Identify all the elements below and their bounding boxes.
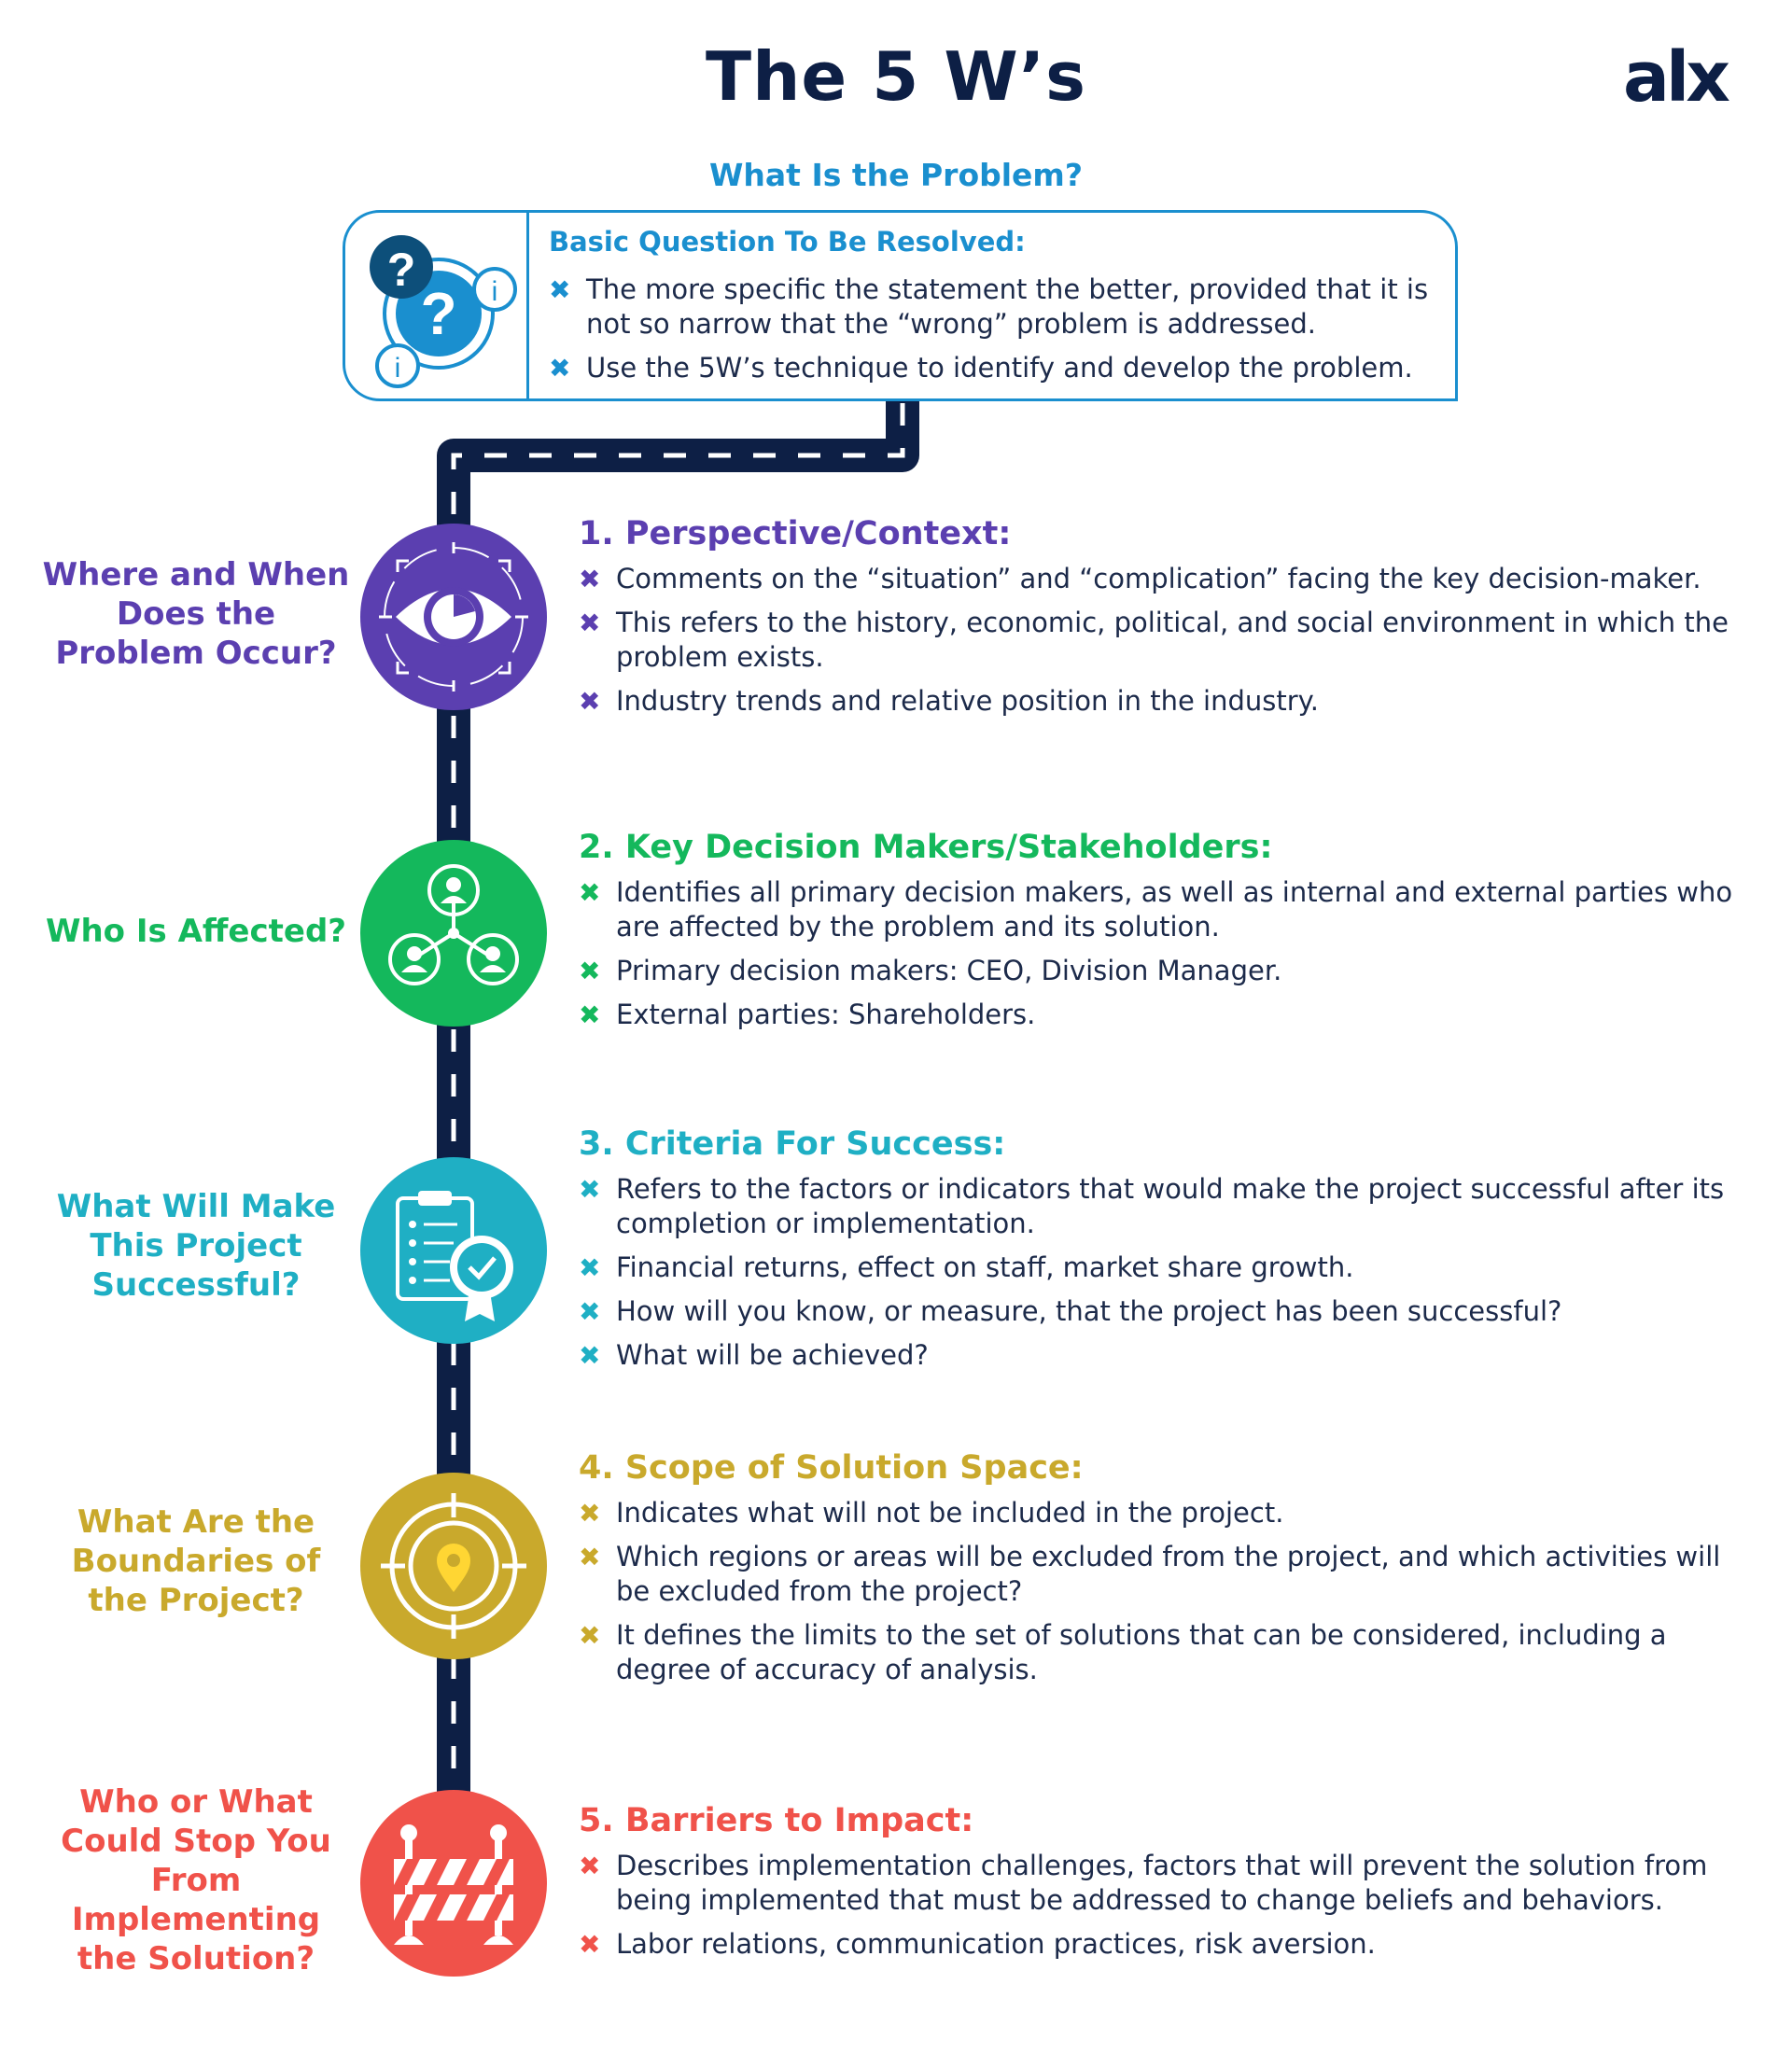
- x-bullet-icon: ✖: [579, 686, 601, 717]
- problem-divider: [526, 213, 529, 398]
- step-1-section: 1. Perspective/Context: ✖ Comments on the…: [579, 515, 1755, 728]
- step-1-bullet: ✖ Industry trends and relative position i…: [579, 685, 1319, 717]
- target-pin-icon: [360, 1473, 547, 1659]
- step-4-title: 4. Scope of Solution Space:: [579, 1449, 1084, 1487]
- step-2-question: Who Is Affected?: [45, 913, 347, 950]
- step-5-bullet: ✖ Labor relations, communication practice…: [579, 1928, 1376, 1960]
- step-3-bullet: ✖ What will be achieved?: [579, 1339, 929, 1371]
- eye-icon: [360, 524, 547, 710]
- x-bullet-icon: ✖: [579, 999, 601, 1030]
- step-5-title: 5. Barriers to Impact:: [579, 1802, 974, 1839]
- step-5-question: Who or What Could Stop You From Implemen…: [61, 1783, 331, 1977]
- x-bullet-icon: ✖: [579, 1340, 601, 1371]
- step-1-bullet: ✖ This refers to the history, economic, p…: [579, 607, 1729, 673]
- problem-content: Basic Question To Be Resolved: ✖ The mor…: [549, 226, 1445, 395]
- x-bullet-icon: ✖: [549, 274, 571, 305]
- x-bullet-icon: ✖: [579, 1851, 601, 1881]
- step-2-bullet: ✖ Identifies all primary decision makers,…: [579, 876, 1733, 943]
- x-bullet-icon: ✖: [579, 608, 601, 638]
- step-2-section: 2. Key Decision Makers/Stakeholders: ✖ Id…: [579, 829, 1755, 1041]
- x-bullet-icon: ✖: [579, 1296, 601, 1327]
- x-bullet-icon: ✖: [579, 877, 601, 908]
- x-bullet-icon: ✖: [579, 1498, 601, 1529]
- svg-text:i: i: [492, 276, 498, 307]
- problem-subheading: Basic Question To Be Resolved:: [549, 226, 1026, 258]
- alx-logo: alx: [1622, 37, 1730, 118]
- step-2-bullet: ✖ Primary decision makers: CEO, Division …: [579, 955, 1282, 986]
- step-3-question: What Will Make This Project Successful?: [56, 1188, 336, 1304]
- svg-text:i: i: [395, 353, 401, 384]
- x-bullet-icon: ✖: [579, 1929, 601, 1960]
- page-title: The 5 W’s: [705, 37, 1087, 116]
- step-3-bullet: ✖ Refers to the factors or indicators tha…: [579, 1173, 1725, 1239]
- step-3-section: 3. Criteria For Success: ✖ Refers to the …: [579, 1125, 1755, 1382]
- step-2-bullet: ✖ External parties: Shareholders.: [579, 999, 1036, 1030]
- stakeholders-icon: [360, 840, 547, 1027]
- step-5-bullet: ✖ Describes implementation challenges, fa…: [579, 1850, 1708, 1916]
- svg-text:?: ?: [420, 280, 456, 347]
- problem-bullet: ✖ Use the 5W’s technique to identify and…: [549, 352, 1413, 384]
- x-bullet-icon: ✖: [579, 1174, 601, 1205]
- problem-box: ? ? i i Basic Question To Be Resolved: ✖…: [343, 210, 1458, 401]
- step-3-bullet: ✖ Financial returns, effect on staff, mar…: [579, 1251, 1354, 1283]
- step-4-bullet: ✖ Indicates what will not be included in …: [579, 1497, 1284, 1529]
- step-2-title: 2. Key Decision Makers/Stakeholders:: [579, 829, 1273, 866]
- barrier-icon: [360, 1790, 547, 1977]
- step-3-bullet: ✖ How will you know, or measure, that the…: [579, 1295, 1562, 1327]
- step-1-bullet: ✖ Comments on the “situation” and “compli…: [579, 563, 1701, 594]
- problem-heading: What Is the Problem?: [709, 157, 1083, 193]
- x-bullet-icon: ✖: [579, 564, 601, 594]
- step-4-section: 4. Scope of Solution Space: ✖ Indicates w…: [579, 1449, 1755, 1697]
- x-bullet-icon: ✖: [579, 1620, 601, 1651]
- step-4-bullet: ✖ Which regions or areas will be excluded…: [579, 1541, 1721, 1607]
- step-5-section: 5. Barriers to Impact: ✖ Describes implem…: [579, 1802, 1755, 1971]
- step-1-title: 1. Perspective/Context:: [579, 515, 1012, 552]
- x-bullet-icon: ✖: [579, 1542, 601, 1572]
- x-bullet-icon: ✖: [579, 956, 601, 986]
- step-3-title: 3. Criteria For Success:: [579, 1125, 1006, 1163]
- svg-text:?: ?: [387, 244, 416, 296]
- step-1-question: Where and When Does the Problem Occur?: [42, 556, 350, 672]
- question-info-icon: ? ? i i: [355, 224, 518, 392]
- checklist-badge-icon: [360, 1157, 547, 1344]
- step-4-bullet: ✖ It defines the limits to the set of sol…: [579, 1619, 1667, 1685]
- x-bullet-icon: ✖: [549, 353, 571, 384]
- step-4-question: What Are the Boundaries of the Project?: [71, 1503, 321, 1619]
- problem-bullet: ✖ The more specific the statement the be…: [549, 273, 1429, 340]
- x-bullet-icon: ✖: [579, 1252, 601, 1283]
